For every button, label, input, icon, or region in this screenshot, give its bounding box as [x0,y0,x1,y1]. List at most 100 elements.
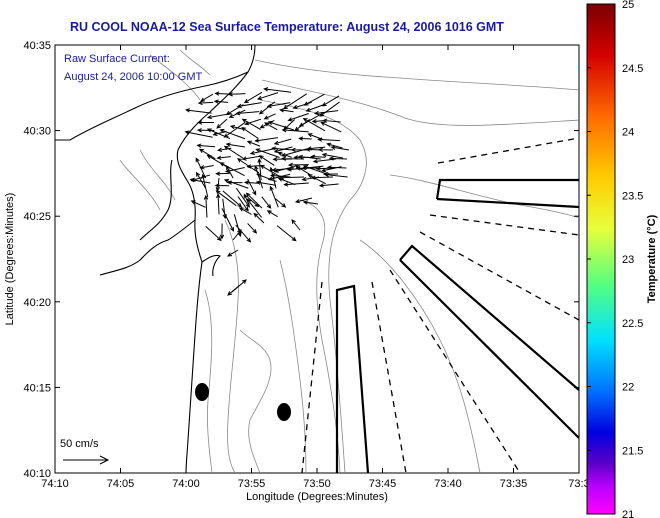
current-vector [227,249,239,257]
current-vector [216,193,221,215]
current-vector [189,177,211,184]
current-vector [302,200,319,205]
current-vector [310,175,333,180]
lane-line [429,214,579,236]
current-vector [236,102,262,109]
current-vector [273,138,292,145]
colorbar-tick-label: 23 [622,254,634,266]
colorbar-tick-label: 21.5 [622,445,643,457]
current-vector [219,162,245,177]
y-axis-ticks: 40:35 40:30 40:25 40:20 40:15 40:10 [23,40,579,480]
current-vector [232,229,242,241]
y-tick-label: 40:20 [23,297,51,309]
current-vector [317,137,340,142]
current-vector [271,146,294,151]
current-vector [266,210,278,218]
current-vector [216,155,231,160]
current-vector [258,101,276,115]
current-vector [263,87,292,93]
current-vector [222,190,243,208]
y-tick-label: 40:15 [23,382,51,394]
bathymetry-contours [119,49,579,473]
lane-line [389,269,521,473]
current-vector [246,140,261,147]
current-vector [214,91,229,96]
current-vector [197,100,214,106]
x-tick-label: 73:50 [303,478,331,490]
colorbar-ticks: 25 24.5 24 23.5 23 22.5 22 21.5 21 [587,0,643,518]
current-vector [221,208,234,232]
current-vector [290,147,307,152]
current-vector [200,93,214,102]
colorbar-tick-label: 23.5 [622,190,643,202]
current-vector [302,117,326,132]
current-vector [197,120,214,125]
channel-south [335,284,370,473]
contour-line [299,199,341,473]
current-vector [298,136,312,141]
y-axis-label: Latitude (Degrees:Minutes) [4,193,16,326]
x-tick-label: 74:00 [172,478,200,490]
current-vector [311,119,325,124]
marker-site-2 [277,403,291,421]
current-vector [223,178,249,189]
current-vector [255,180,276,186]
coastline-segment [201,254,222,277]
current-vector [238,207,252,215]
contour-line [204,289,213,473]
current-vector [235,224,252,243]
river-inlet [139,159,173,241]
scale-label: 50 cm/s [60,438,99,450]
current-vector [205,225,222,242]
current-vector [215,171,230,176]
current-vector [330,145,349,151]
current-vector [305,103,325,112]
current-vector [195,171,207,189]
current-vector [198,148,216,160]
current-vector [326,165,347,170]
y-tick-label: 40:10 [23,468,51,480]
lane-line [437,137,579,164]
current-vector [243,91,263,104]
y-tick-label: 40:35 [23,40,51,52]
contour-line [254,59,579,91]
current-vector [255,148,280,158]
current-vector [195,157,207,179]
contour-line [224,219,239,473]
annotation-line2: August 24, 2006 10:00 GMT [64,71,202,83]
x-tick-label: 74:05 [107,478,135,490]
y-tick-label: 40:25 [23,211,51,223]
x-tick-label: 73:3 [568,478,589,490]
current-vector [283,182,309,187]
current-vector [246,198,262,218]
x-tick-label: 73:45 [369,478,397,490]
current-vector [236,158,260,174]
current-vector [281,127,309,133]
current-vector [254,165,264,189]
current-vector [249,147,277,156]
current-vector [298,154,321,160]
contour-line [279,259,307,473]
contour-line [359,239,481,473]
current-vector [267,120,295,131]
current-vector [247,223,258,234]
current-vector [201,173,209,198]
current-vector [294,197,313,204]
plot-frame [54,44,580,474]
coastline [55,45,256,473]
current-vector [212,131,227,137]
current-vector [245,192,263,209]
current-vector [254,137,279,143]
x-tick-label: 74:10 [41,478,69,490]
channel-boundaries [335,178,579,473]
coastline-segment [176,71,249,473]
current-vector [227,284,241,296]
colorbar-tick-label: 22 [622,382,634,394]
current-vector [247,178,257,196]
current-vector [279,108,294,113]
colorbar [586,3,616,515]
current-vector [190,200,206,208]
current-vector [215,190,237,206]
current-vector [291,219,301,231]
current-vector [295,166,319,171]
